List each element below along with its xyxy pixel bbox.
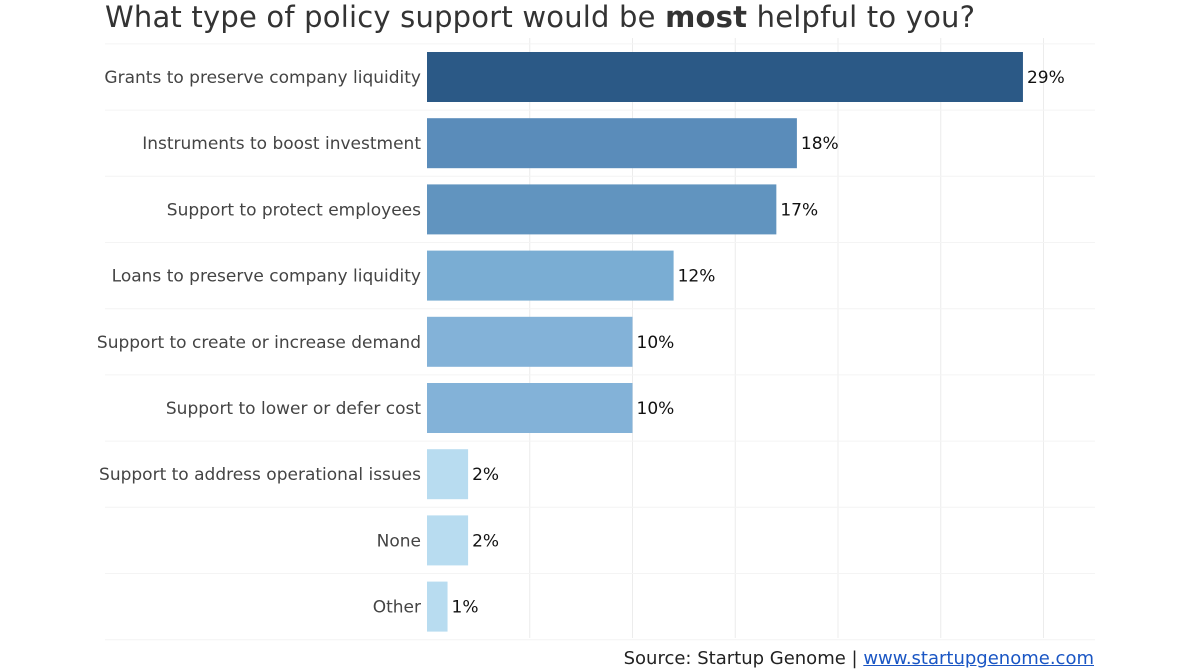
value-label: 2% [472, 465, 499, 485]
value-label: 10% [637, 333, 675, 353]
title-prefix: What type of policy support would be [105, 0, 666, 34]
source-footer: Source: Startup Genome | www.startupgeno… [624, 648, 1094, 669]
category-label: Support to protect employees [167, 200, 421, 220]
value-label: 12% [678, 267, 716, 287]
value-label: 17% [780, 200, 818, 220]
category-label: Instruments to boost investment [142, 134, 421, 154]
bar [427, 184, 777, 235]
title-suffix: helpful to you? [747, 0, 976, 34]
bar [427, 118, 797, 169]
value-label: 18% [801, 134, 839, 154]
bar [427, 581, 448, 632]
value-label: 2% [472, 531, 499, 551]
category-label: Grants to preserve company liquidity [104, 68, 421, 88]
category-label: None [377, 531, 421, 551]
category-label: Support to lower or defer cost [166, 399, 421, 419]
value-label: 29% [1027, 68, 1065, 88]
category-label: Other [373, 598, 421, 618]
source-label: Source: Startup Genome | [623, 648, 864, 669]
bar [427, 250, 674, 301]
bar [427, 515, 469, 566]
category-label: Support to create or increase demand [97, 333, 421, 353]
title-bold: most [665, 0, 748, 34]
source-link[interactable]: www.startupgenome.com [863, 648, 1094, 669]
bar [427, 383, 633, 433]
value-label: 1% [452, 598, 479, 618]
bar [427, 316, 633, 367]
chart-title: What type of policy support would be mos… [105, 0, 975, 34]
category-label: Loans to preserve company liquidity [112, 267, 421, 287]
bar [427, 449, 469, 500]
bar [427, 52, 1023, 102]
value-label: 10% [637, 399, 675, 419]
category-label: Support to address operational issues [99, 465, 421, 485]
